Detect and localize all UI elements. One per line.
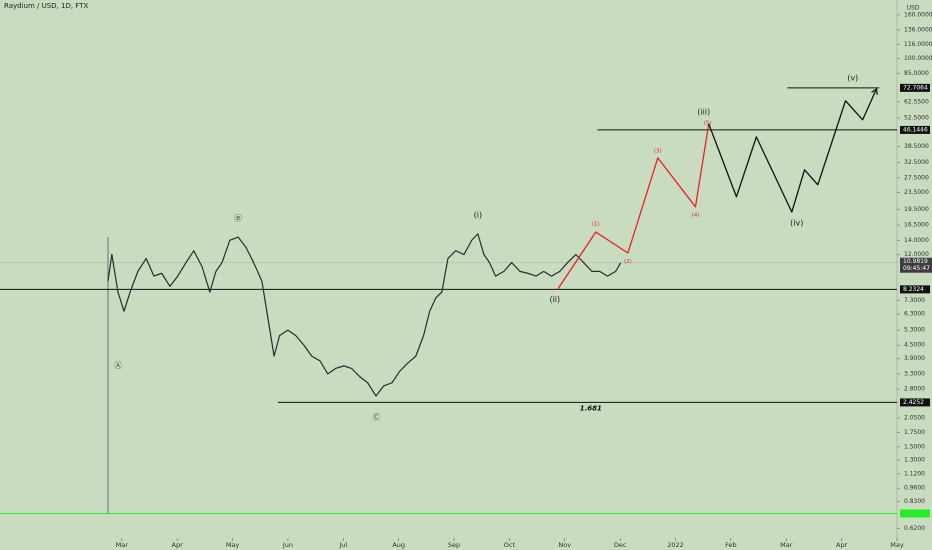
x-tick-label: May bbox=[226, 541, 240, 549]
x-tick-label: May bbox=[890, 541, 904, 549]
y-tick-label: 0.6200 bbox=[904, 525, 925, 532]
y-tick-label: 85.0000 bbox=[904, 70, 929, 77]
y-tick-label: 19.5000 bbox=[904, 206, 929, 213]
level-label: 46.1446 bbox=[903, 126, 928, 133]
x-tick-label: Jun bbox=[282, 541, 293, 549]
wave-label: (iv) bbox=[790, 218, 803, 227]
price-line bbox=[708, 88, 878, 213]
x-tick-label: Apr bbox=[836, 541, 848, 549]
wave-label: Ⓒ bbox=[373, 413, 381, 422]
level-label: 2.4252 bbox=[903, 399, 924, 406]
y-tick-label: 32.5000 bbox=[904, 159, 929, 166]
y-tick-label: 2.8000 bbox=[904, 386, 925, 393]
y-tick-label: 1.3000 bbox=[904, 457, 925, 464]
y-tick-label: 1.7500 bbox=[904, 429, 925, 436]
currency-label: USD bbox=[907, 5, 920, 12]
level-label-box bbox=[900, 125, 930, 134]
y-tick-label: 0.8300 bbox=[904, 498, 925, 505]
y-tick-label: 52.5000 bbox=[904, 114, 929, 121]
y-tick-label: 38.5000 bbox=[904, 143, 929, 150]
y-tick-label: 3.9000 bbox=[904, 355, 925, 362]
wave-label: (1) bbox=[592, 221, 600, 227]
x-tick-label: Sep bbox=[448, 541, 460, 549]
y-tick-label: 0.9600 bbox=[904, 485, 925, 492]
level-label-box bbox=[900, 509, 930, 518]
y-tick-label: 6.3000 bbox=[904, 311, 925, 318]
y-tick-label: 116.0000 bbox=[904, 41, 932, 48]
x-tick-label: Mar bbox=[116, 541, 129, 549]
y-tick-label: 1.5000 bbox=[904, 443, 925, 450]
x-tick-label: Aug bbox=[392, 541, 405, 549]
y-tick-label: 3.3000 bbox=[904, 370, 925, 377]
x-tick-label: Oct bbox=[504, 541, 516, 549]
x-tick-label: Dec bbox=[614, 541, 627, 549]
level-label-box bbox=[900, 398, 930, 407]
level-label: 72.7064 bbox=[903, 84, 928, 91]
y-tick-label: 7.3000 bbox=[904, 297, 925, 304]
wave-label: (4) bbox=[692, 212, 700, 218]
y-tick-label: 14.0000 bbox=[904, 237, 929, 244]
y-tick-label: 16.5000 bbox=[904, 222, 929, 229]
x-tick-label: Jul bbox=[338, 541, 347, 549]
y-tick-label: 1.1200 bbox=[904, 470, 925, 477]
price-line bbox=[107, 233, 622, 397]
wave-label: Ⓑ bbox=[234, 214, 242, 223]
y-tick-label: 160.0000 bbox=[904, 11, 932, 18]
wave-label: (5) bbox=[704, 120, 712, 126]
y-tick-label: 4.5000 bbox=[904, 342, 925, 349]
wave-label: (i) bbox=[474, 210, 482, 219]
wave-label: (ii) bbox=[549, 295, 560, 304]
wave-label: Ⓐ bbox=[114, 361, 122, 370]
x-tick-label: Feb bbox=[725, 541, 737, 549]
price-line bbox=[557, 123, 710, 290]
y-tick-label: 136.0000 bbox=[904, 26, 932, 33]
wave-label: (v) bbox=[847, 73, 858, 82]
wave-label: (3) bbox=[654, 148, 662, 154]
last-price-label: 10.9819 bbox=[903, 258, 928, 265]
y-tick-label: 2.0500 bbox=[904, 414, 925, 421]
countdown-label: 09:45:47 bbox=[903, 265, 930, 272]
level-label: 8.2324 bbox=[903, 286, 924, 293]
y-tick-label: 12.0000 bbox=[904, 251, 929, 258]
wave-label: 1.681 bbox=[580, 405, 602, 413]
chart-title: Raydium / USD, 1D, FTX bbox=[4, 2, 88, 10]
y-tick-label: 100.0000 bbox=[904, 55, 932, 62]
level-label-box bbox=[900, 83, 930, 92]
y-tick-label: 27.5000 bbox=[904, 174, 929, 181]
arrow-head bbox=[871, 87, 878, 95]
level-label-box bbox=[900, 285, 930, 294]
x-tick-label: Nov bbox=[558, 541, 571, 549]
wave-label: (2) bbox=[624, 259, 632, 265]
y-tick-label: 23.5000 bbox=[904, 189, 929, 196]
y-tick-label: 62.5500 bbox=[904, 98, 929, 105]
x-tick-label: Apr bbox=[172, 541, 184, 549]
x-tick-label: 2022 bbox=[667, 541, 684, 549]
x-tick-label: Mar bbox=[780, 541, 793, 549]
y-tick-label: 5.3000 bbox=[904, 327, 925, 334]
wave-label: (iii) bbox=[697, 107, 710, 116]
last-price-box bbox=[900, 257, 932, 273]
